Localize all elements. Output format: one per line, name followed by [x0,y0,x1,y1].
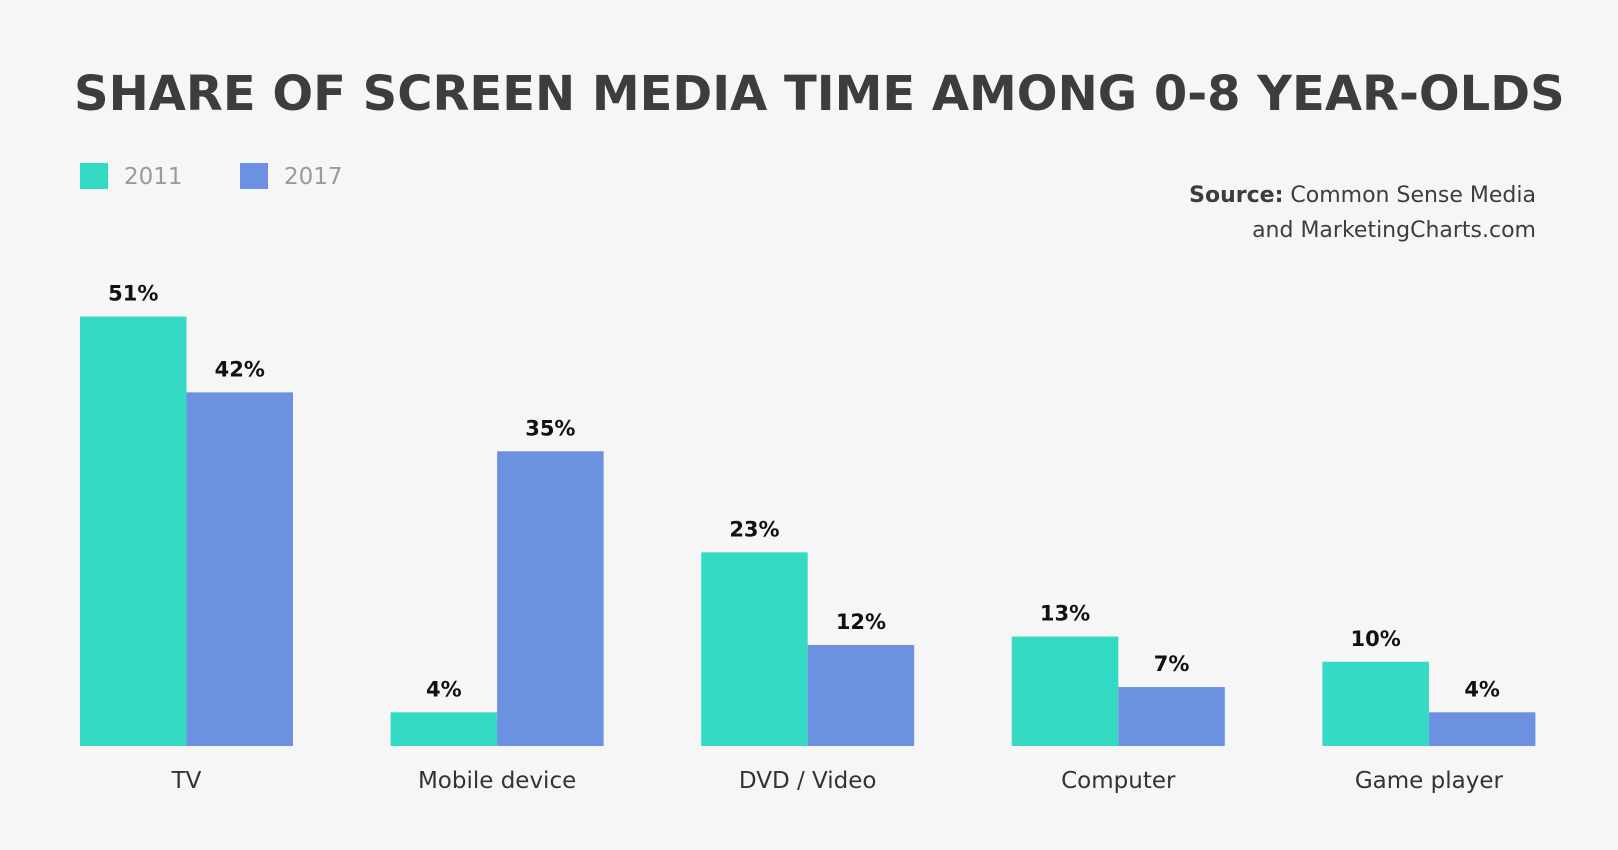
bar [497,451,604,746]
legend-label: 2011 [124,164,183,190]
x-tick-label: Computer [1061,768,1176,794]
value-label: 10% [1351,627,1401,651]
bar [1118,687,1225,746]
bar [80,316,187,746]
source-text: Common Sense Media [1290,183,1536,208]
value-label: 13% [1040,602,1090,626]
chart-title: SHARE OF SCREEN MEDIA TIME AMONG 0-8 YEA… [74,66,1565,122]
bar [1428,712,1536,746]
bar [1322,661,1429,746]
source-text: and MarketingCharts.com [1252,218,1536,243]
value-label: 51% [108,282,158,306]
bar [390,712,498,746]
bar [186,392,293,746]
legend-swatch [80,163,108,189]
value-label: 4% [426,677,462,701]
legend-swatch [240,163,268,189]
value-label: 7% [1154,652,1190,676]
bar [807,644,915,746]
source-label: Source: [1189,183,1283,208]
bar [701,552,808,746]
x-tick-label: Mobile device [418,768,576,794]
value-label: 42% [215,357,265,381]
value-label: 4% [1464,677,1500,701]
value-label: 12% [836,610,886,634]
x-tick-label: DVD / Video [739,768,877,794]
value-label: 23% [729,517,779,541]
x-tick-label: Game player [1355,768,1504,794]
bar [1011,636,1119,746]
legend-label: 2017 [284,164,343,190]
value-label: 35% [525,416,575,440]
source: Source: Common Sense Media [1189,183,1536,208]
x-tick-label: TV [171,768,202,794]
